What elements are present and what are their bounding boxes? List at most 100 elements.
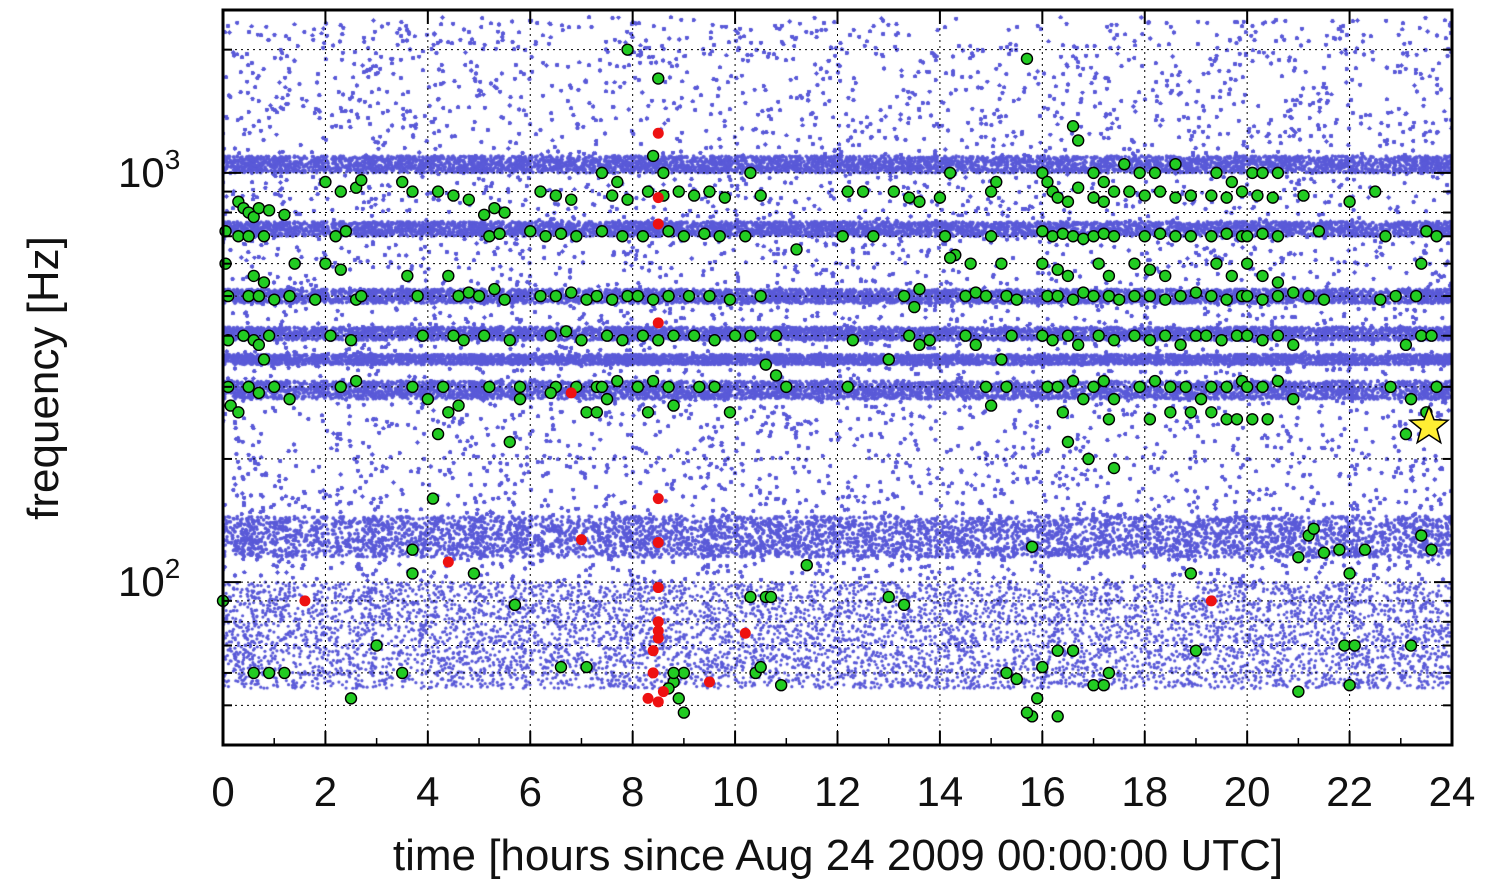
green-event-point xyxy=(913,195,926,208)
green-event-point xyxy=(1358,543,1372,556)
green-event-point xyxy=(1399,427,1413,441)
green-event-point xyxy=(1041,289,1054,303)
green-event-point xyxy=(1143,334,1157,347)
green-event-point xyxy=(431,185,445,198)
green-event-point xyxy=(1307,522,1320,535)
green-event-point xyxy=(1159,269,1172,283)
red-event-point xyxy=(652,218,664,230)
green-event-point xyxy=(1071,181,1085,194)
green-event-point xyxy=(503,334,516,347)
green-event-point xyxy=(590,289,604,303)
green-event-point xyxy=(995,257,1008,270)
red-event-point xyxy=(652,493,664,505)
green-event-point xyxy=(943,166,957,180)
x-tick-label: 20 xyxy=(1224,768,1271,815)
green-event-point xyxy=(257,276,271,289)
green-event-point xyxy=(534,185,547,198)
green-event-point xyxy=(457,334,470,347)
red-event-point xyxy=(652,192,664,204)
green-event-point xyxy=(1287,286,1300,299)
green-event-point xyxy=(1010,293,1023,306)
green-event-point xyxy=(1312,225,1326,238)
green-event-point xyxy=(1189,286,1203,299)
green-event-point xyxy=(1097,227,1110,240)
green-event-point xyxy=(662,380,675,394)
green-event-point xyxy=(1133,166,1146,180)
green-event-point xyxy=(1240,380,1254,394)
green-event-point xyxy=(1179,380,1192,394)
x-tick-label: 2 xyxy=(314,768,337,815)
green-event-point xyxy=(1107,461,1121,475)
green-event-point xyxy=(1005,329,1018,342)
green-event-point xyxy=(1333,543,1346,556)
green-event-point xyxy=(477,208,491,221)
green-event-point xyxy=(1138,189,1151,202)
green-event-point xyxy=(534,289,547,303)
green-event-point xyxy=(1343,567,1356,580)
green-event-point xyxy=(1159,293,1172,306)
green-event-point xyxy=(262,204,276,217)
green-event-point xyxy=(723,406,737,419)
green-event-point xyxy=(1220,191,1233,204)
green-event-point xyxy=(913,338,926,352)
green-event-point xyxy=(646,293,660,306)
green-event-point xyxy=(1271,329,1285,342)
green-event-point xyxy=(764,590,778,604)
green-event-point xyxy=(1102,289,1116,303)
green-event-point xyxy=(268,380,281,394)
green-event-point xyxy=(224,399,237,412)
green-event-point xyxy=(682,289,696,303)
green-event-point xyxy=(513,392,527,406)
green-event-point xyxy=(897,289,911,303)
green-event-point xyxy=(549,189,563,202)
green-event-point xyxy=(984,230,998,243)
green-event-point xyxy=(344,692,358,705)
green-event-point xyxy=(319,175,332,189)
green-event-point xyxy=(1225,175,1239,189)
green-event-point xyxy=(1107,185,1121,198)
green-event-point xyxy=(846,334,860,347)
green-event-point xyxy=(621,43,634,56)
green-event-point xyxy=(1230,329,1244,342)
green-event-point xyxy=(1031,692,1044,705)
green-event-point xyxy=(232,230,245,243)
green-event-point xyxy=(662,225,675,238)
green-event-point xyxy=(856,185,870,198)
green-event-point xyxy=(636,329,650,342)
red-event-point xyxy=(652,582,664,594)
green-event-point xyxy=(1061,195,1075,208)
green-event-point xyxy=(1374,293,1387,306)
green-event-point xyxy=(902,329,916,342)
green-event-point xyxy=(1169,230,1182,243)
green-event-point xyxy=(1420,225,1433,238)
green-event-point xyxy=(1389,289,1402,303)
green-event-point xyxy=(723,293,737,306)
green-event-point xyxy=(1261,413,1274,426)
green-event-point xyxy=(1036,166,1049,180)
green-event-point xyxy=(1271,230,1285,243)
green-event-point xyxy=(959,329,972,342)
green-event-point xyxy=(565,286,578,299)
y-tick-exponent: 2 xyxy=(165,553,181,584)
green-event-point xyxy=(943,251,957,265)
green-event-point xyxy=(1169,157,1182,171)
green-event-point xyxy=(319,257,332,270)
red-event-point xyxy=(652,632,664,644)
green-event-point xyxy=(1051,191,1064,204)
y-tick-exponent: 3 xyxy=(165,144,181,175)
green-event-point xyxy=(646,149,660,163)
green-event-point xyxy=(1246,166,1259,180)
green-event-point xyxy=(703,289,716,303)
green-event-point xyxy=(708,334,721,347)
green-event-point xyxy=(1020,706,1034,719)
red-event-point xyxy=(657,686,669,698)
green-event-point xyxy=(1071,134,1085,147)
y-axis-label: frequency [Hz] xyxy=(19,236,68,520)
green-event-point xyxy=(1087,289,1100,303)
green-event-point xyxy=(268,293,281,306)
green-event-point xyxy=(477,329,491,342)
green-event-point xyxy=(652,334,665,347)
green-event-point xyxy=(1240,329,1254,342)
green-event-point xyxy=(744,166,757,180)
green-event-point xyxy=(1220,380,1233,394)
